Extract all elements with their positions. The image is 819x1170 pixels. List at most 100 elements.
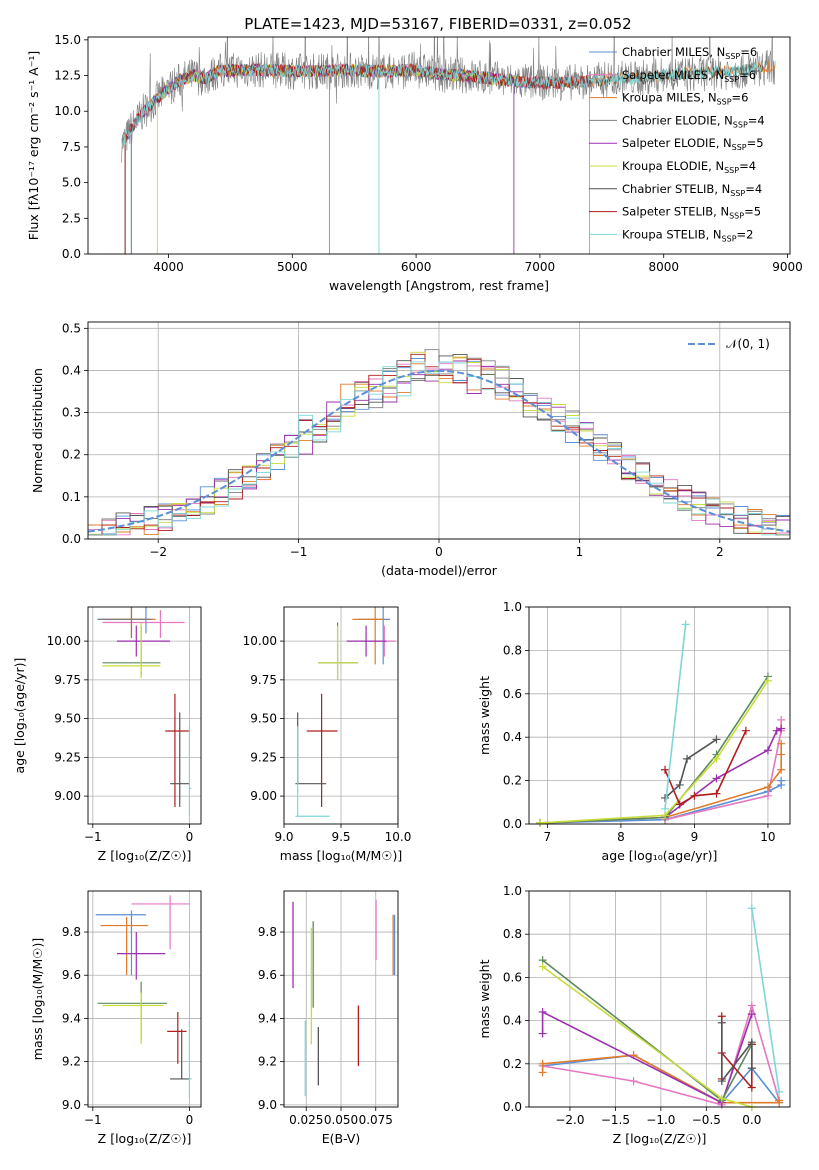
- x-tick-label: −1.0: [646, 1113, 675, 1127]
- x-tick-label: 0: [435, 545, 443, 559]
- x-axis-label: Z [log₁₀(Z/Z☉)]: [98, 848, 192, 863]
- mass-weight-point: [538, 1068, 547, 1077]
- mass-weight-point: [741, 726, 750, 735]
- axes-frame: [87, 890, 202, 1108]
- x-axis-label: (data-model)/error: [381, 563, 498, 578]
- y-tick-label: 9.8: [62, 925, 81, 939]
- mass-weight-point: [538, 1007, 547, 1016]
- axes-frame: [528, 890, 791, 1108]
- legend-label: Chabrier STELIB, NSSP=4: [622, 182, 762, 198]
- mass-weight-point: [747, 904, 756, 913]
- y-axis-label: age [log₁₀(age/yr)]: [12, 658, 27, 774]
- age-vs-metallicity-plot: −1 0 9.00 9.25 9.50 9.75 10.00 Z [log₁₀(Z/Z☉)] a…: [12, 606, 202, 863]
- x-axis-label: Z [log₁₀(Z/Z☉)]: [98, 1131, 192, 1146]
- legend-label: Kroupa STELIB, NSSP=2: [622, 227, 753, 243]
- mass-weight-point: [775, 1087, 784, 1096]
- legend-label: Chabrier MILES, NSSP=6: [622, 45, 757, 61]
- y-tick-label: 9.0: [62, 1098, 81, 1112]
- gaussian-curve: [87, 369, 791, 533]
- y-tick-label: 9.00: [250, 789, 277, 803]
- y-tick-label: 9.6: [62, 968, 81, 982]
- y-tick-label: 9.2: [62, 1055, 81, 1069]
- x-tick-label: 0.025: [289, 1113, 323, 1127]
- y-tick-label: 0.3: [62, 406, 81, 420]
- y-axis-label: mass weight: [477, 676, 492, 755]
- mass-vs-ebv-plot: 0.025 0.050 0.075 9.0 9.2 9.4 9.6 9.8 E(B-V): [258, 890, 399, 1146]
- legend-label: Kroupa ELODIE, NSSP=4: [622, 159, 756, 175]
- x-tick-label: 0: [186, 830, 194, 844]
- mass-weight-point: [777, 765, 786, 774]
- x-tick-label: 9.5: [331, 830, 350, 844]
- mass-weight-series-line: [539, 743, 782, 824]
- y-tick-label: 10.00: [47, 634, 81, 648]
- y-axis-label: mass weight: [477, 959, 492, 1038]
- x-tick-label: 6000: [401, 260, 432, 274]
- y-axis-label: Flux [fλ10⁻¹⁷ erg cm⁻² s⁻¹ A⁻¹]: [26, 51, 41, 240]
- x-tick-label: −2: [149, 545, 167, 559]
- y-tick-label: 10.0: [54, 104, 81, 118]
- x-tick-label: 7: [544, 830, 552, 844]
- y-axis-label: Normed distribution: [30, 368, 45, 493]
- x-tick-label: −0.5: [692, 1113, 721, 1127]
- y-tick-label: 0.6: [503, 687, 522, 701]
- mass-weight-point: [712, 754, 721, 763]
- mass-weight-point: [690, 791, 699, 800]
- x-tick-label: 0: [186, 1113, 194, 1127]
- mass-weight-point: [747, 1001, 756, 1010]
- y-tick-label: 0.0: [503, 817, 522, 831]
- y-tick-label: 0.0: [503, 1100, 522, 1114]
- mass-weight-point: [717, 1018, 726, 1027]
- residual-histogram-plot: −2 −1 0 1 2 0.0 0.1 0.2 0.3 0.4 0.5 (data-model)/er…: [30, 321, 791, 578]
- y-tick-label: 12.5: [54, 69, 81, 83]
- y-tick-label: 0.1: [62, 490, 81, 504]
- mass-weight-point: [675, 780, 684, 789]
- mass-weight-point: [681, 620, 690, 629]
- legend-label: Salpeter ELODIE, NSSP=5: [622, 136, 764, 152]
- y-tick-label: 9.50: [250, 712, 277, 726]
- y-tick-label: 9.75: [250, 673, 277, 687]
- x-tick-label: 9000: [772, 260, 803, 274]
- mass-weight-point: [629, 1077, 638, 1086]
- y-tick-label: 2.5: [62, 211, 81, 225]
- y-tick-label: 9.25: [54, 750, 81, 764]
- x-tick-label: 0.0: [742, 1113, 761, 1127]
- mass-weight-point: [763, 791, 772, 800]
- x-axis-label: Z [log₁₀(Z/Z☉)]: [613, 1131, 707, 1146]
- y-tick-label: 0.2: [503, 1057, 522, 1071]
- x-tick-label: 0.075: [359, 1113, 393, 1127]
- y-tick-label: 9.4: [62, 1011, 81, 1025]
- axes-frame: [283, 890, 399, 1108]
- y-tick-label: 9.8: [258, 925, 277, 939]
- mass-weight-point: [777, 776, 786, 785]
- x-tick-label: 8000: [648, 260, 679, 274]
- y-tick-label: 0.2: [503, 774, 522, 788]
- y-tick-label: 9.75: [54, 673, 81, 687]
- y-tick-label: 0.8: [503, 927, 522, 941]
- mass-vs-metallicity-plot: −1 0 9.0 9.2 9.4 9.6 9.8 Z [log₁₀(Z/Z☉)] mass [l…: [30, 890, 202, 1146]
- y-tick-label: 0.0: [62, 532, 81, 546]
- x-axis-label: E(B-V): [322, 1131, 361, 1146]
- x-tick-label: 0.050: [324, 1113, 358, 1127]
- x-tick-label: −1: [84, 830, 102, 844]
- y-tick-label: 0.8: [503, 643, 522, 657]
- x-tick-label: 7000: [525, 260, 556, 274]
- mass-weight-point: [712, 774, 721, 783]
- axes-frame: [283, 606, 399, 825]
- x-tick-label: 10.0: [385, 830, 412, 844]
- mass-weight-point: [717, 1077, 726, 1086]
- mass-weight-point: [777, 739, 786, 748]
- y-tick-label: 7.5: [62, 140, 81, 154]
- y-tick-label: 15.0: [54, 33, 81, 47]
- mass-weight-point: [661, 765, 670, 774]
- y-tick-label: 1.0: [503, 884, 522, 898]
- y-tick-label: 0.4: [62, 363, 81, 377]
- x-tick-label: 9.0: [274, 830, 293, 844]
- axes-frame: [87, 321, 791, 540]
- x-tick-label: −1: [290, 545, 308, 559]
- mass-weight-vs-age-plot: 7 8 9 10 0.0 0.2 0.4 0.6 0.8 1.0 age [log₁₀(age/yr…: [477, 600, 791, 863]
- residual-histogram-step: [88, 353, 790, 536]
- mass-weight-point: [675, 800, 684, 809]
- axes-frame: [87, 606, 202, 825]
- mass-weight-point: [763, 783, 772, 792]
- mass-weight-series-line: [541, 1010, 753, 1104]
